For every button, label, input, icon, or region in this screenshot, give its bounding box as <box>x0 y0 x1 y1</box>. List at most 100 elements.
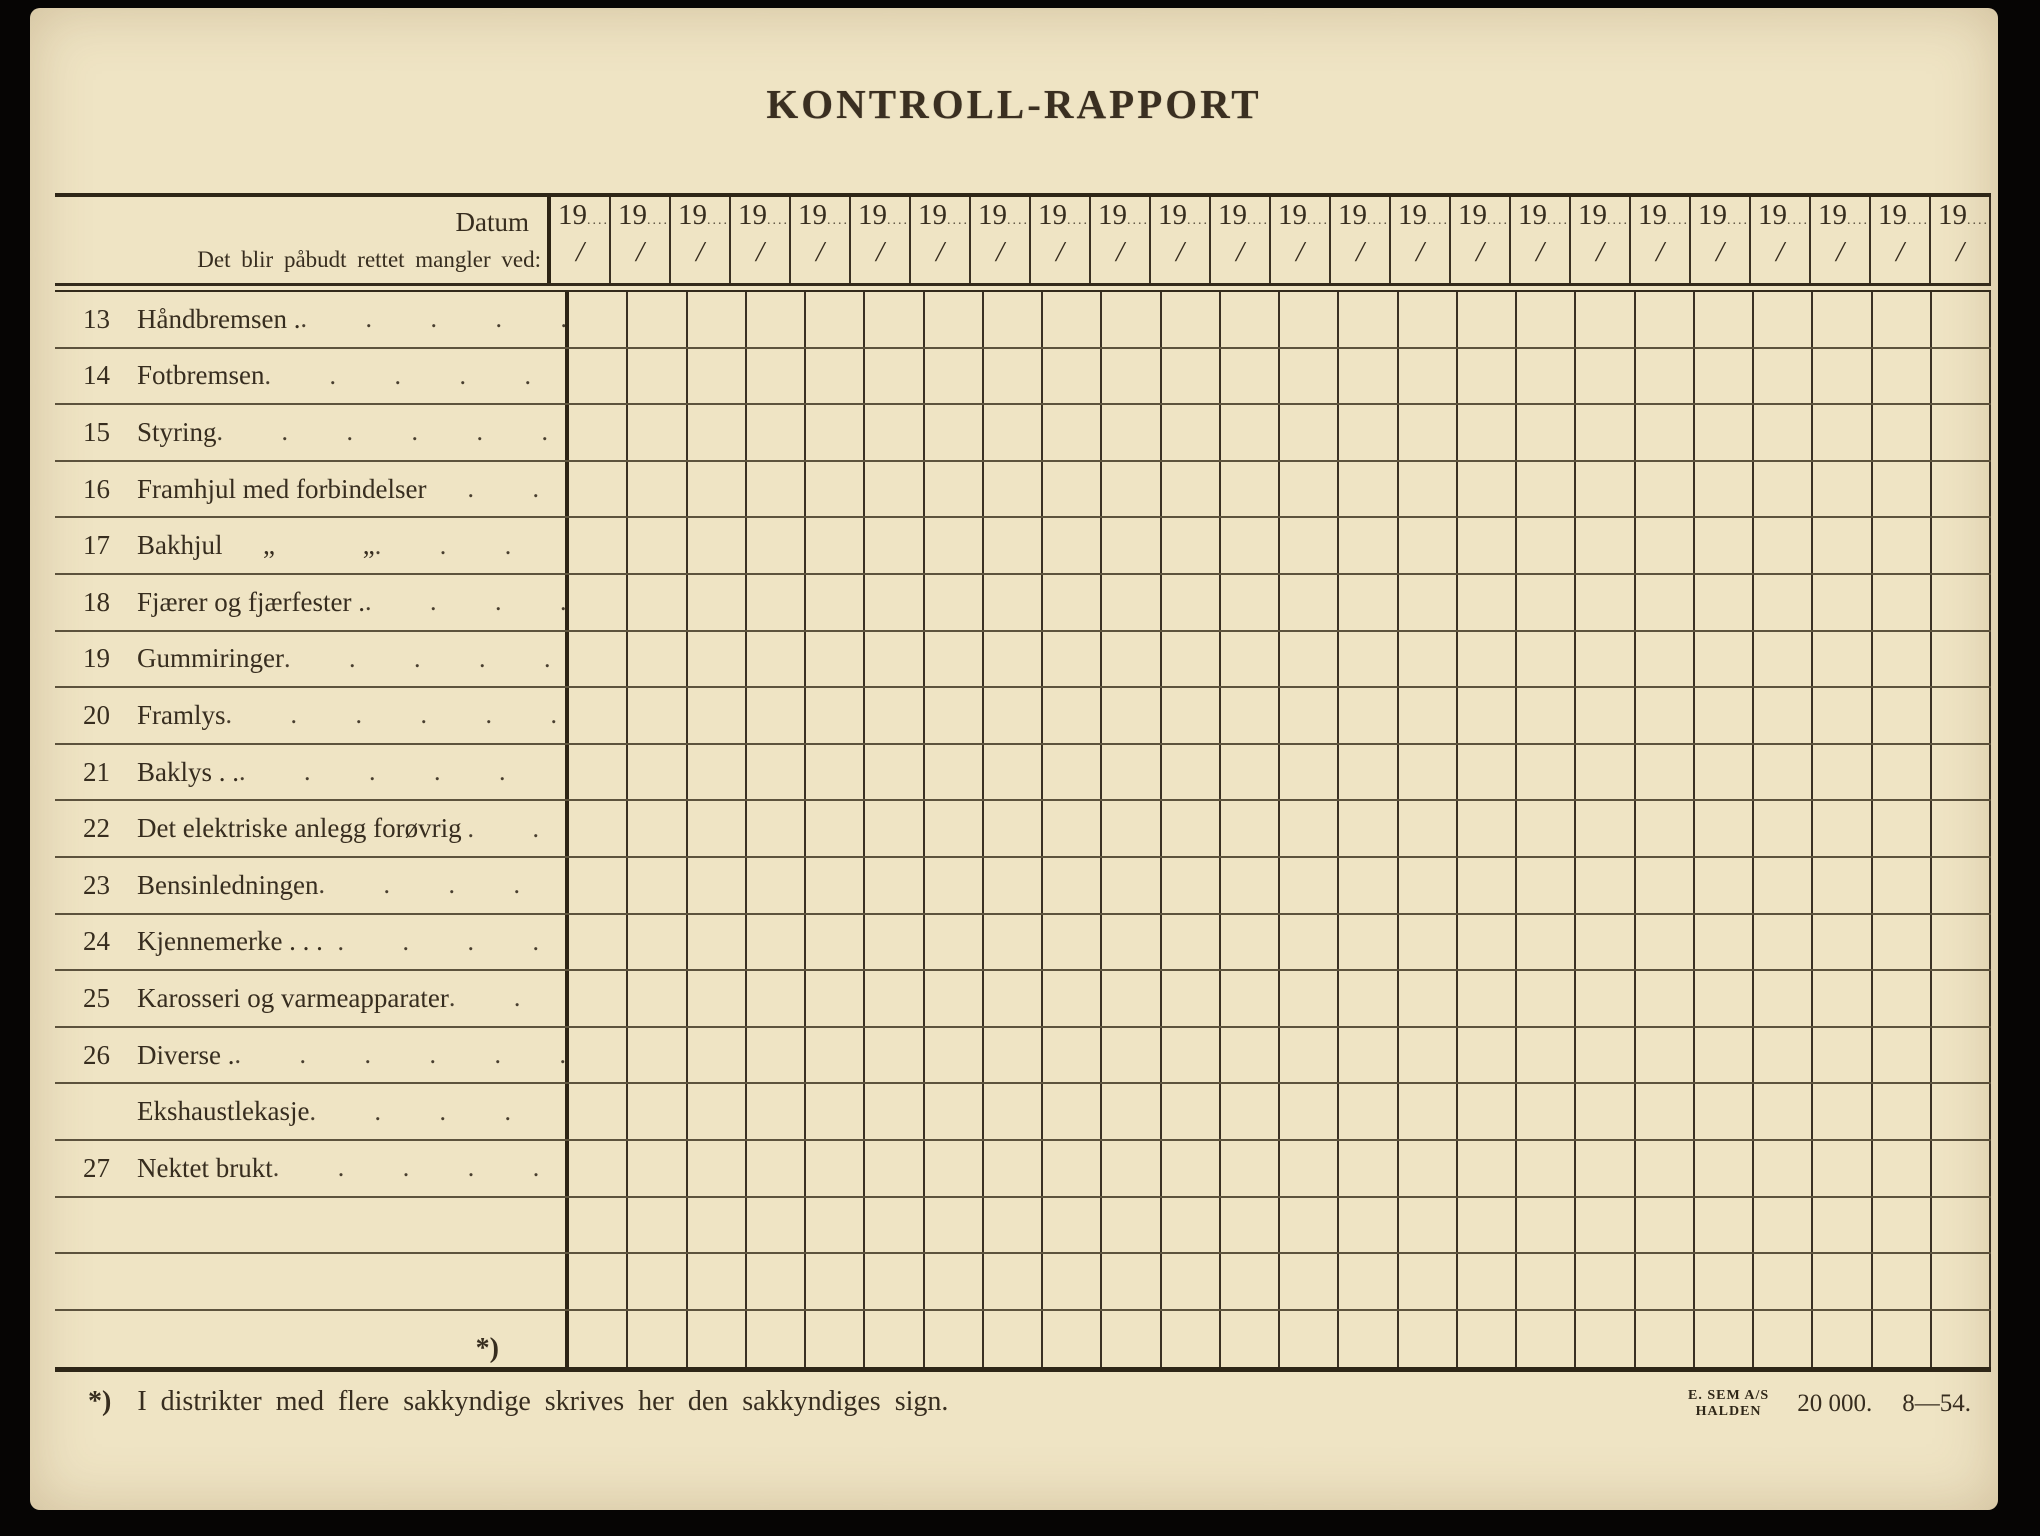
form-row: 19 Gummiringer. . . . . . . <box>55 631 1991 689</box>
year-fill-dots: .... <box>1907 213 1929 228</box>
grid-cell <box>1100 744 1159 800</box>
grid-cell <box>1574 292 1633 347</box>
grid-cell <box>626 1027 685 1083</box>
grid-cell <box>1574 631 1633 687</box>
grid-cell <box>1515 744 1574 800</box>
grid-cell <box>1218 688 1278 743</box>
row-label: 17 Bakhjul „ „. . . . <box>55 518 565 573</box>
grid-cell <box>626 914 685 970</box>
grid-cell <box>1752 461 1811 517</box>
grid-cell <box>744 1310 804 1368</box>
grid-cell <box>1100 1197 1159 1253</box>
row-text: Framlys <box>137 699 226 730</box>
grid-cell <box>1159 574 1219 630</box>
grid-cell <box>1870 1310 1930 1368</box>
grid-cell <box>565 1027 626 1083</box>
grid-cell <box>1041 1084 1100 1139</box>
grid-cell <box>1515 1140 1574 1196</box>
grid-cell <box>1870 1027 1930 1083</box>
year-label: 19.... <box>1638 199 1689 231</box>
grid-cell <box>922 405 982 460</box>
year-header-cell: 19.... / <box>1629 197 1689 283</box>
grid-cell <box>1337 461 1396 517</box>
grid-cell <box>1396 1140 1456 1196</box>
datum-label: Datum <box>455 207 530 237</box>
grid-cell <box>744 1254 804 1309</box>
leader-dots: . . . . . . . . . <box>216 417 565 447</box>
grid-cell <box>1278 1027 1337 1083</box>
year-label: 19.... <box>1098 199 1149 231</box>
grid-cell <box>1100 461 1159 517</box>
grid-cell <box>565 914 626 970</box>
table-bottom-rule <box>55 1367 1991 1373</box>
grid-cell <box>1752 574 1811 630</box>
grid-cell <box>981 292 1041 347</box>
grid-cell <box>1278 744 1337 800</box>
grid-cell <box>804 405 863 460</box>
grid-cell <box>1929 574 1991 630</box>
grid-cell <box>863 857 922 913</box>
row-label: 23 Bensinledningen. . . . . . . <box>55 858 565 913</box>
grid-cell <box>1811 1254 1870 1309</box>
grid-cell <box>1041 1140 1100 1196</box>
grid-cell <box>804 631 863 687</box>
grid-cell <box>1515 1254 1574 1309</box>
grid-cell <box>1455 405 1515 460</box>
grid-cell <box>1278 1197 1337 1253</box>
grid-cell <box>863 971 922 1026</box>
date-slash: / <box>1835 236 1845 268</box>
grid-cell <box>1218 631 1278 687</box>
grid-cell <box>1278 461 1337 517</box>
grid-cell <box>1692 405 1752 460</box>
grid-cell <box>1278 914 1337 970</box>
grid-cell <box>1218 405 1278 460</box>
grid-cell <box>1337 744 1396 800</box>
leader-dots: . . . . . . . . . <box>272 1153 565 1183</box>
grid-cell <box>626 1197 685 1253</box>
year-label: 19.... <box>1158 199 1209 231</box>
grid-cell <box>1574 518 1633 573</box>
grid-cell <box>1396 1310 1456 1368</box>
form-row: 18 Fjærer og fjærfester .. . . . . . <box>55 574 1991 632</box>
grid-cell <box>626 1310 685 1368</box>
grid-cell <box>1218 461 1278 517</box>
grid-cell <box>922 1310 982 1368</box>
grid-cell <box>863 914 922 970</box>
footnote-marker: *) <box>88 1386 112 1417</box>
year-header-cell: 19.... / <box>1929 197 1991 283</box>
grid-cell <box>804 688 863 743</box>
grid-cell <box>1752 744 1811 800</box>
date-slash: / <box>1055 236 1065 268</box>
grid-cell <box>1100 1084 1159 1139</box>
grid-cell <box>981 1197 1041 1253</box>
grid-cell <box>1041 631 1100 687</box>
grid-cell <box>1929 631 1991 687</box>
grid-cell <box>804 574 863 630</box>
grid-cell <box>981 348 1041 404</box>
year-header-cell: 19.... / <box>547 197 609 283</box>
grid-cell <box>1515 348 1574 404</box>
grid-cell <box>685 574 745 630</box>
grid-cell <box>1870 461 1930 517</box>
date-slash: / <box>875 236 885 268</box>
grid-cell <box>1100 1254 1159 1309</box>
form-row: 22 Det elektriske anlegg forøvrig. . <box>55 801 1991 858</box>
grid-cell <box>1159 405 1219 460</box>
grid-cell <box>1278 857 1337 913</box>
grid-cell <box>1396 1254 1456 1309</box>
row-number: 16 <box>83 473 110 504</box>
year-label: 19.... <box>1338 199 1389 231</box>
grid-cell <box>744 574 804 630</box>
page-title: KONTROLL-RAPPORT <box>766 81 1262 127</box>
grid-cell <box>1929 518 1991 573</box>
grid-cell <box>922 574 982 630</box>
grid-cell <box>1692 292 1752 347</box>
grid-cell <box>1218 574 1278 630</box>
grid-cell <box>804 518 863 573</box>
grid-cell <box>922 857 982 913</box>
grid-cell <box>922 348 982 404</box>
year-header-cell: 19.... / <box>969 197 1029 283</box>
row-label: 27 Nektet brukt. . . . . . . . . <box>55 1141 565 1196</box>
date-slash: / <box>1115 236 1125 268</box>
year-label: 19.... <box>558 199 609 231</box>
